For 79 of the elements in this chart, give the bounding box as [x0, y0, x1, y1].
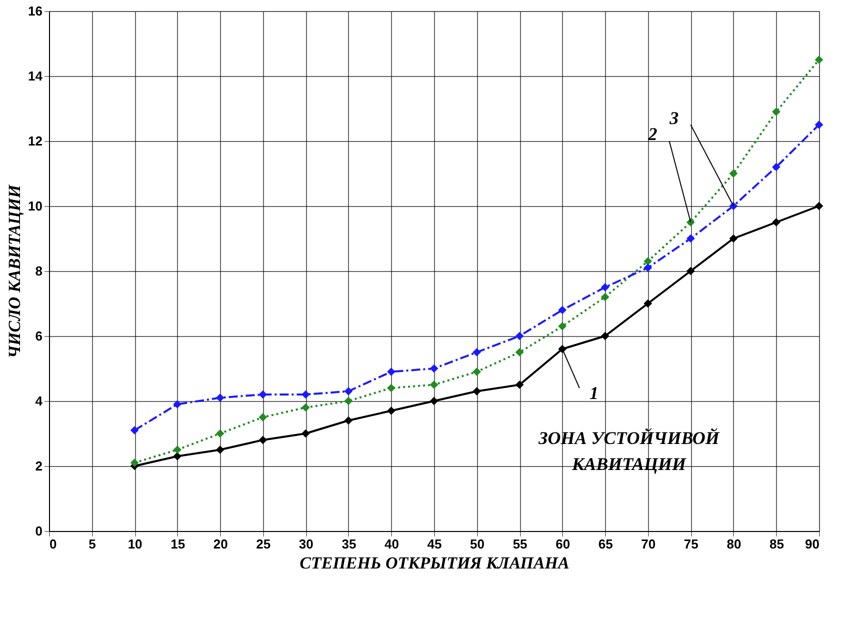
point: [387, 406, 396, 415]
point: [686, 266, 695, 276]
point: [430, 396, 438, 406]
y-tick-label: 4: [35, 394, 44, 408]
point: [430, 380, 438, 389]
point: [387, 368, 396, 376]
y-tick-label: 16: [28, 4, 42, 18]
x-tick-label: 85: [769, 536, 784, 552]
x-tick-label: 50: [470, 536, 485, 552]
x-tick-label: 75: [684, 536, 698, 552]
y-tick-label: 2: [35, 458, 42, 474]
point: [216, 446, 224, 454]
x-tick-label: 70: [641, 536, 656, 552]
x-tick-label: 45: [427, 536, 442, 552]
point: [772, 218, 780, 226]
y-tick-label: 0: [35, 524, 42, 538]
x-tick-label: 55: [512, 536, 528, 552]
point: [387, 384, 396, 392]
y-axis-title: ЧИСЛО КАВИТАЦИИ: [5, 184, 24, 358]
point: [814, 56, 824, 64]
point: [430, 364, 438, 373]
x-tick-label: 20: [213, 536, 228, 552]
point: [644, 257, 652, 266]
point: [258, 413, 268, 422]
point: [472, 387, 481, 396]
point: [772, 108, 780, 116]
y-tick-label: 12: [28, 134, 42, 148]
point: [173, 400, 182, 408]
y-tick-label: 14: [28, 68, 44, 84]
point: [644, 264, 652, 272]
x-tick-label: 30: [298, 536, 314, 552]
x-tick-label: 40: [384, 536, 399, 552]
x-tick-label: 60: [556, 536, 570, 552]
point: [344, 387, 353, 396]
point: [600, 332, 610, 340]
point: [729, 169, 738, 178]
point: [472, 348, 481, 356]
x-tick-label: 90: [805, 536, 820, 552]
x-tick-label: 0: [50, 536, 57, 552]
point: [558, 322, 567, 330]
point: [472, 368, 481, 376]
x-tick-label: 35: [342, 536, 356, 552]
point: [301, 403, 310, 412]
x-tick-label: 15: [170, 536, 186, 552]
point: [173, 452, 182, 460]
y-tick-label: 6: [35, 328, 42, 344]
point: [772, 162, 780, 172]
point: [729, 234, 738, 243]
point: [130, 458, 139, 467]
point: [130, 426, 139, 434]
point: [344, 416, 353, 425]
point: [558, 306, 567, 314]
x-tick-label: 10: [128, 536, 142, 552]
point: [216, 394, 224, 402]
text: 3: [668, 108, 679, 128]
point: [515, 380, 524, 389]
point: [258, 436, 268, 444]
y-tick-label: 8: [35, 264, 42, 278]
point: [644, 299, 652, 308]
point: [515, 348, 524, 356]
point: [515, 332, 524, 340]
point: [301, 429, 310, 438]
point: [600, 292, 610, 302]
x-tick-label: 25: [256, 536, 271, 552]
x-tick-label: 80: [726, 536, 742, 552]
y-tick-label: 10: [28, 198, 42, 214]
point: [814, 202, 824, 210]
point: [216, 429, 224, 438]
point: [600, 283, 610, 292]
point: [729, 202, 738, 210]
point: [814, 120, 824, 129]
point: [173, 446, 182, 454]
point: [558, 344, 567, 354]
x-tick-label: 5: [88, 536, 96, 552]
point: [344, 396, 353, 406]
x-axis-title: СТЕПЕНЬ ОТКРЫТИЯ КЛАПАНА: [300, 554, 570, 572]
point: [686, 234, 695, 243]
text: 1: [589, 383, 598, 403]
x-tick-label: 65: [598, 536, 613, 552]
